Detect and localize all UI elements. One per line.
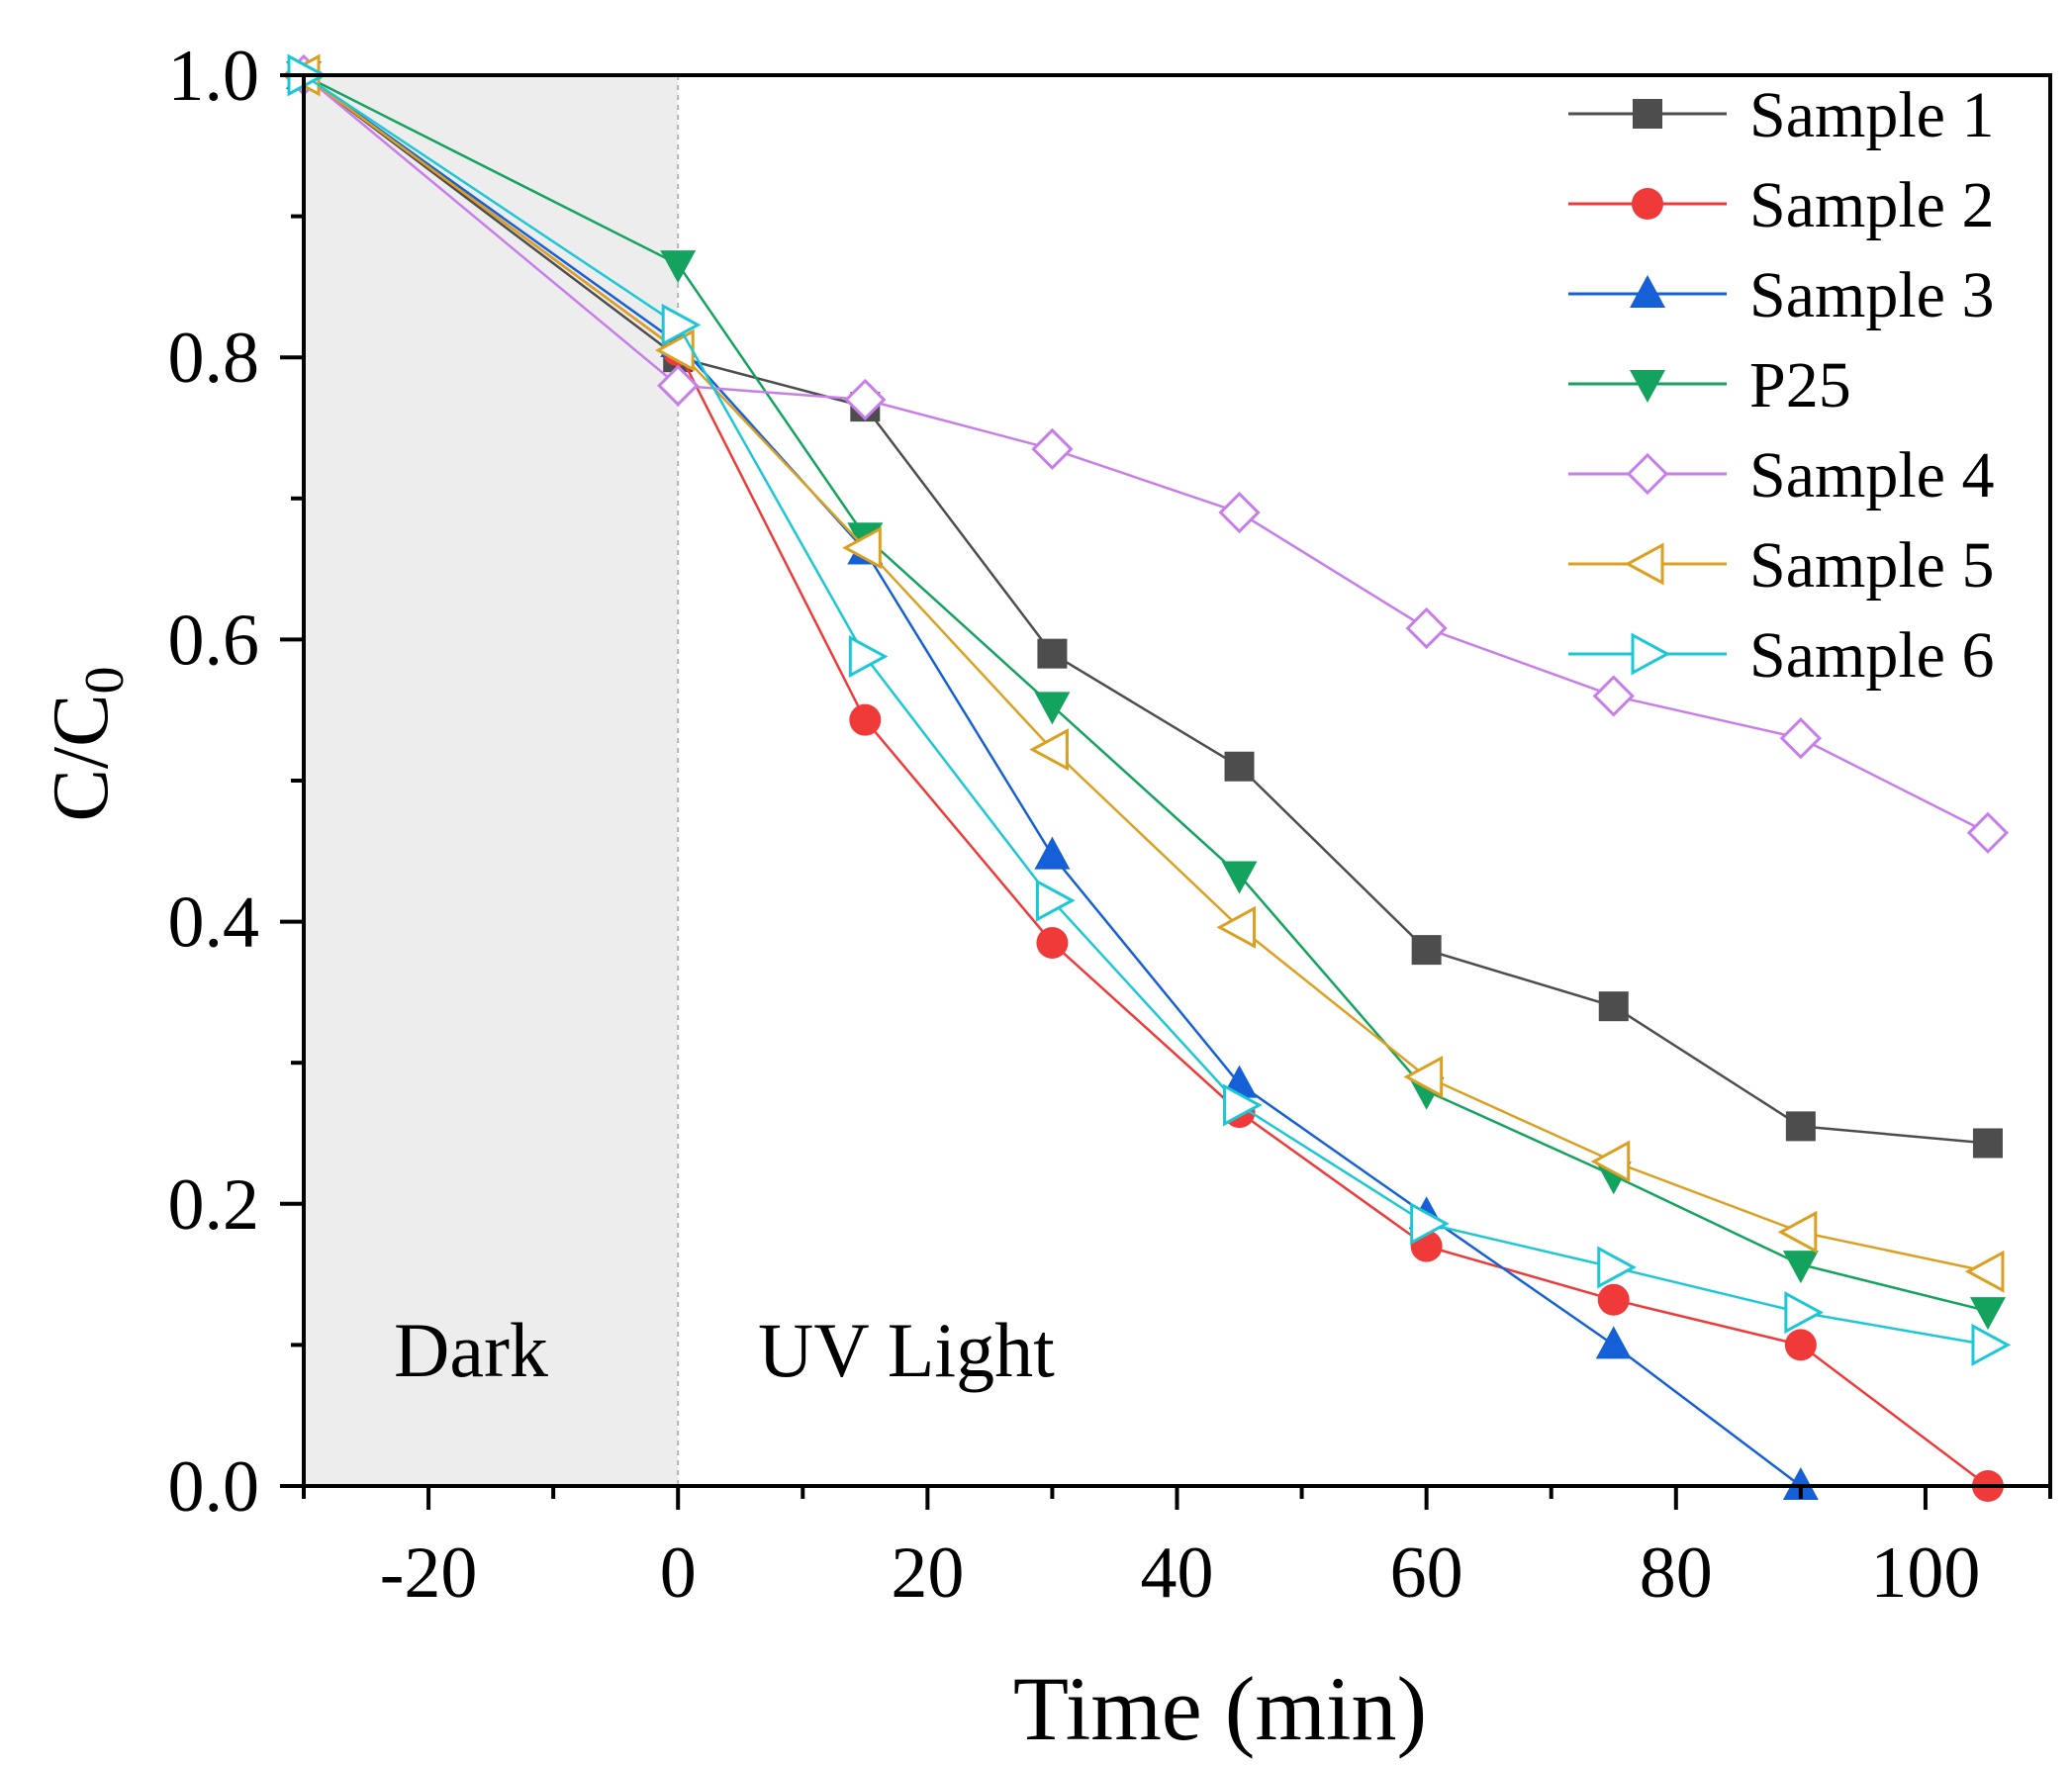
data-point-sample-6 <box>1597 1246 1637 1289</box>
data-point-sample-4 <box>1218 491 1261 534</box>
legend-marker-sample-5 <box>1624 542 1664 586</box>
legend-marker-sample-4 <box>1626 452 1669 496</box>
legend-marker-sample-6 <box>1631 632 1671 676</box>
data-point-p25 <box>1969 1297 2006 1331</box>
data-point-sample-1 <box>1411 935 1442 966</box>
data-point-sample-1 <box>1598 991 1629 1022</box>
data-point-sample-5 <box>1029 728 1069 772</box>
data-point-sample-3 <box>1595 1326 1632 1359</box>
data-point-sample-6 <box>1971 1323 2012 1366</box>
data-point-sample-4 <box>844 378 887 421</box>
x-tick-label: 40 <box>1141 1533 1214 1614</box>
data-point-sample-6 <box>1784 1291 1825 1335</box>
legend-item-sample-4: Sample 4 <box>1568 439 1994 511</box>
data-point-sample-6 <box>1410 1202 1450 1246</box>
x-axis-title: Time (min) <box>1013 1658 1427 1759</box>
y-tick-label: 0.8 <box>168 318 260 399</box>
x-axis: -20 0 20 40 60 80 100 <box>302 1486 2052 1614</box>
legend-item-sample-5: Sample 5 <box>1568 529 1994 602</box>
data-point-sample-6 <box>1035 879 1076 922</box>
data-point-sample-5 <box>842 526 882 570</box>
y-tick-label: 0.6 <box>168 600 260 681</box>
y-axis-title: C/C0 <box>38 667 136 822</box>
legend-label-p25: P25 <box>1749 349 1851 421</box>
legend: Sample 1 Sample 2 Sample 3 P25 Sample 4 Sampl… <box>1568 79 1994 692</box>
data-point-p25 <box>1034 692 1071 725</box>
legend-item-p25: P25 <box>1568 349 1851 421</box>
data-point-sample-4 <box>1592 675 1635 717</box>
y-tick-label: 0.2 <box>168 1164 260 1246</box>
y-tick-label: 0.4 <box>168 883 260 964</box>
region-label-uv-light: UV Light <box>758 1307 1055 1393</box>
legend-label-sample-1: Sample 1 <box>1749 79 1994 151</box>
legend-item-sample-3: Sample 3 <box>1568 259 1994 331</box>
legend-marker-p25 <box>1630 370 1665 403</box>
data-point-sample-3 <box>1034 836 1071 870</box>
data-point-p25 <box>660 250 697 284</box>
x-tick-label: 20 <box>891 1533 964 1614</box>
legend-label-sample-2: Sample 2 <box>1749 169 1994 241</box>
data-point-sample-5 <box>1216 905 1257 949</box>
data-point-sample-1 <box>1785 1111 1816 1142</box>
data-point-sample-4 <box>1966 811 2010 854</box>
data-point-p25 <box>1782 1251 1819 1284</box>
y-axis-title-main: C/C <box>38 695 125 822</box>
legend-item-sample-2: Sample 2 <box>1568 169 1994 241</box>
legend-label-sample-5: Sample 5 <box>1749 529 1994 602</box>
data-point-sample-2 <box>1784 1329 1817 1361</box>
x-tick-label: -20 <box>380 1533 478 1614</box>
data-point-sample-5 <box>1403 1055 1444 1098</box>
series-sample-5 <box>280 53 2005 1293</box>
data-point-sample-4 <box>657 364 700 407</box>
legend-item-sample-6: Sample 6 <box>1568 619 1994 692</box>
y-axis: 0.0 0.2 0.4 0.6 0.8 1.0 <box>168 36 304 1528</box>
data-point-sample-3 <box>1782 1467 1819 1500</box>
data-point-sample-1 <box>1224 751 1255 782</box>
data-point-sample-4 <box>1779 717 1822 760</box>
series-sample-6 <box>287 53 2012 1366</box>
data-point-sample-1 <box>1037 638 1068 669</box>
data-point-sample-1 <box>1972 1128 2003 1159</box>
region-label-dark: Dark <box>394 1307 548 1393</box>
data-point-sample-5 <box>1964 1250 2005 1293</box>
y-tick-label: 0.0 <box>168 1446 260 1528</box>
x-tick-label: 60 <box>1390 1533 1463 1614</box>
x-tick-label: 100 <box>1870 1533 1980 1614</box>
legend-marker-sample-1 <box>1633 99 1662 129</box>
data-point-sample-5 <box>1777 1210 1818 1254</box>
data-point-sample-4 <box>1031 427 1074 471</box>
legend-label-sample-3: Sample 3 <box>1749 259 1994 331</box>
x-tick-label: 0 <box>660 1533 697 1614</box>
y-axis-title-subscript: 0 <box>74 667 136 695</box>
legend-item-sample-1: Sample 1 <box>1568 79 1994 151</box>
legend-label-sample-6: Sample 6 <box>1749 619 1994 692</box>
legend-label-sample-4: Sample 4 <box>1749 439 1994 511</box>
data-point-sample-5 <box>1590 1140 1631 1183</box>
legend-marker-sample-3 <box>1630 275 1665 308</box>
y-tick-label: 1.0 <box>168 36 260 117</box>
data-point-sample-6 <box>848 634 889 679</box>
data-point-sample-2 <box>849 703 882 736</box>
data-point-sample-6 <box>1223 1083 1263 1127</box>
legend-marker-sample-2 <box>1632 188 1663 220</box>
data-point-p25 <box>1221 861 1258 894</box>
data-point-sample-6 <box>661 303 702 346</box>
data-point-sample-4 <box>1405 606 1448 650</box>
data-point-sample-2 <box>1597 1283 1630 1316</box>
data-point-sample-2 <box>1036 926 1069 959</box>
series-group <box>280 53 2012 1502</box>
x-tick-label: 80 <box>1640 1533 1713 1614</box>
